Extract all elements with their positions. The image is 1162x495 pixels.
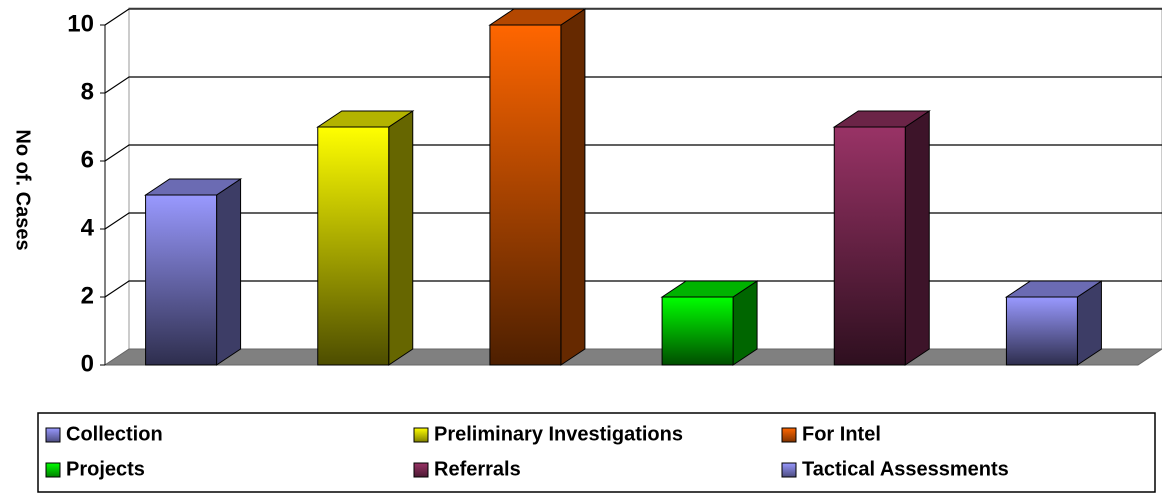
bar-side	[560, 8, 586, 366]
legend-swatch	[45, 427, 61, 443]
legend-swatch	[781, 427, 797, 443]
grid-line	[104, 76, 1162, 94]
legend-label: Referrals	[434, 458, 521, 480]
y-tick-label: 8	[81, 78, 94, 105]
floor	[103, 348, 1162, 366]
bar-side	[904, 110, 930, 366]
legend-swatch	[781, 462, 797, 478]
bar-side	[388, 110, 414, 366]
bar	[317, 126, 390, 366]
y-axis-title: No of. Cases	[12, 129, 34, 250]
grid-line	[104, 8, 1162, 26]
bar	[1005, 296, 1078, 366]
bar	[661, 296, 734, 366]
legend-label: Tactical Assessments	[802, 458, 1009, 480]
y-tick-label: 10	[67, 10, 94, 37]
legend-label: For Intel	[802, 423, 881, 445]
y-tick-label: 0	[81, 350, 94, 377]
y-tick-label: 4	[81, 214, 95, 241]
legend-swatch	[413, 462, 429, 478]
grid-line	[104, 280, 1162, 298]
left-wall	[104, 8, 130, 366]
y-tick-label: 2	[81, 282, 94, 309]
bar	[489, 24, 562, 366]
legend-swatch	[45, 462, 61, 478]
legend-label: Preliminary Investigations	[434, 423, 683, 445]
legend-swatch	[413, 427, 429, 443]
bar-side	[216, 178, 242, 366]
y-tick-label: 6	[81, 146, 94, 173]
grid-line	[104, 212, 1162, 230]
legend-label: Projects	[66, 458, 145, 480]
grid-line	[104, 144, 1162, 162]
legend-box	[37, 412, 1156, 493]
bar	[145, 194, 218, 366]
bar	[833, 126, 906, 366]
legend-label: Collection	[66, 423, 163, 445]
